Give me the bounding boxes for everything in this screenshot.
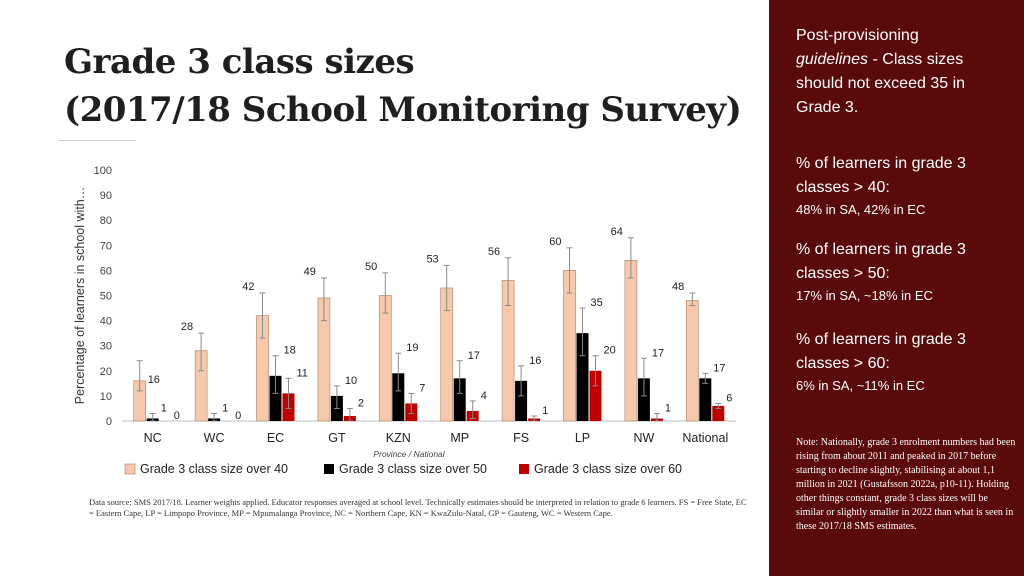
x-tick-label: KZN [386,431,411,445]
y-tick-label: 70 [100,240,112,252]
x-tick-label: GT [328,431,346,445]
data-label: 16 [529,355,541,367]
bar [624,260,638,422]
y-tick-label: 40 [100,316,112,328]
x-tick-label: EC [267,431,284,445]
bar [637,378,650,421]
data-label: 56 [488,246,500,258]
side-panel: Post-provisioning guidelines - Class siz… [769,0,1024,576]
guideline-post: - Class sizes should not exceed 35 in Gr… [796,51,966,116]
data-label: 18 [284,345,296,357]
stat-head: % of learners in grade 3 classes > 50: [796,241,966,282]
data-label: 4 [481,390,487,402]
x-tick-label: FS [513,431,529,445]
data-label: 2 [358,397,364,409]
x-tick-label: National [682,431,728,445]
data-label: 17 [468,350,480,362]
data-label: 64 [611,226,623,238]
data-label: 53 [426,253,438,265]
bar [269,375,282,421]
chart: Percentage of learners in school with… 0 1… [70,160,750,490]
data-label: 17 [652,347,664,359]
x-tick-label: NC [144,431,162,445]
bar [392,373,405,421]
legend-label: Grade 3 class size over 50 [339,462,487,476]
y-tick-label: 100 [94,165,112,177]
x-axis-label: Province / National [373,449,445,459]
stat-block-over-50: % of learners in grade 3 classes > 50: 1… [796,238,1011,306]
stat-block-over-60: % of learners in grade 3 classes > 60: 6… [796,328,1011,396]
y-tick-label: 0 [106,416,112,428]
data-label: 16 [148,374,160,386]
bar [515,380,528,421]
data-label: 49 [304,266,316,278]
x-tick-label: MP [450,431,469,445]
legend-swatch [324,464,334,474]
x-tick-label: WC [204,431,225,445]
stat-head: % of learners in grade 3 classes > 40: [796,155,966,196]
y-tick-label: 60 [100,265,112,277]
data-label: 28 [181,321,193,333]
legend-label: Grade 3 class size over 60 [534,462,682,476]
stat-head: % of learners in grade 3 classes > 60: [796,331,966,372]
data-label: 7 [419,382,425,394]
y-tick-label: 10 [100,391,112,403]
data-label: 50 [365,261,377,273]
guideline-pre: Post-provisioning [796,27,919,44]
y-tick-label: 90 [100,190,112,202]
stat-value: 6% in SA, ~11% in EC [796,378,925,393]
data-label: 11 [297,367,308,379]
x-tick-label: LP [575,431,590,445]
stat-block-over-40: % of learners in grade 3 classes > 40: 4… [796,152,1011,220]
guideline-emphasis: guidelines [796,51,869,68]
y-tick-label: 30 [100,341,112,353]
legend-swatch [519,464,529,474]
legend-swatch [124,463,136,475]
source-note: Data source: SMS 2017/18. Learner weight… [89,497,747,518]
data-label: 35 [591,297,603,309]
stat-value: 48% in SA, 42% in EC [796,202,926,217]
data-label: 1 [161,402,167,414]
data-label: 60 [549,236,561,248]
enrolment-note: Note: Nationally, grade 3 enrolment numb… [796,437,1016,532]
title-divider [58,140,136,141]
data-label: 20 [604,345,616,357]
title-line-2: (2017/18 School Monitoring Survey) [64,90,742,130]
data-label: 0 [174,410,180,422]
x-tick-label: NW [633,431,654,445]
y-axis-label: Percentage of learners in school with… [73,187,87,404]
data-label: 10 [345,375,357,387]
data-label: 0 [235,410,241,422]
data-label: 1 [222,402,228,414]
legend-label: Grade 3 class size over 40 [140,462,288,476]
y-tick-label: 20 [100,366,112,378]
data-label: 1 [542,405,548,417]
title-line-1: Grade 3 class sizes [64,42,415,82]
data-label: 48 [672,281,684,293]
bar [453,378,466,421]
stat-value: 17% in SA, ~18% in EC [796,288,933,303]
bar [576,333,589,421]
bar [589,370,602,421]
data-label: 6 [726,392,732,404]
bar [712,405,725,421]
bar [685,300,699,422]
page-title: Grade 3 class sizes (2017/18 School Moni… [64,38,764,134]
guideline-text: Post-provisioning guidelines - Class siz… [796,24,1011,120]
data-label: 17 [713,362,725,374]
data-label: 19 [406,342,418,354]
y-tick-label: 50 [100,291,112,303]
bar [378,295,392,422]
y-tick-label: 80 [100,215,112,227]
data-label: 42 [242,281,254,293]
bar-chart: Percentage of learners in school with…01… [73,165,736,476]
data-label: 1 [665,402,671,414]
bar [699,378,712,421]
